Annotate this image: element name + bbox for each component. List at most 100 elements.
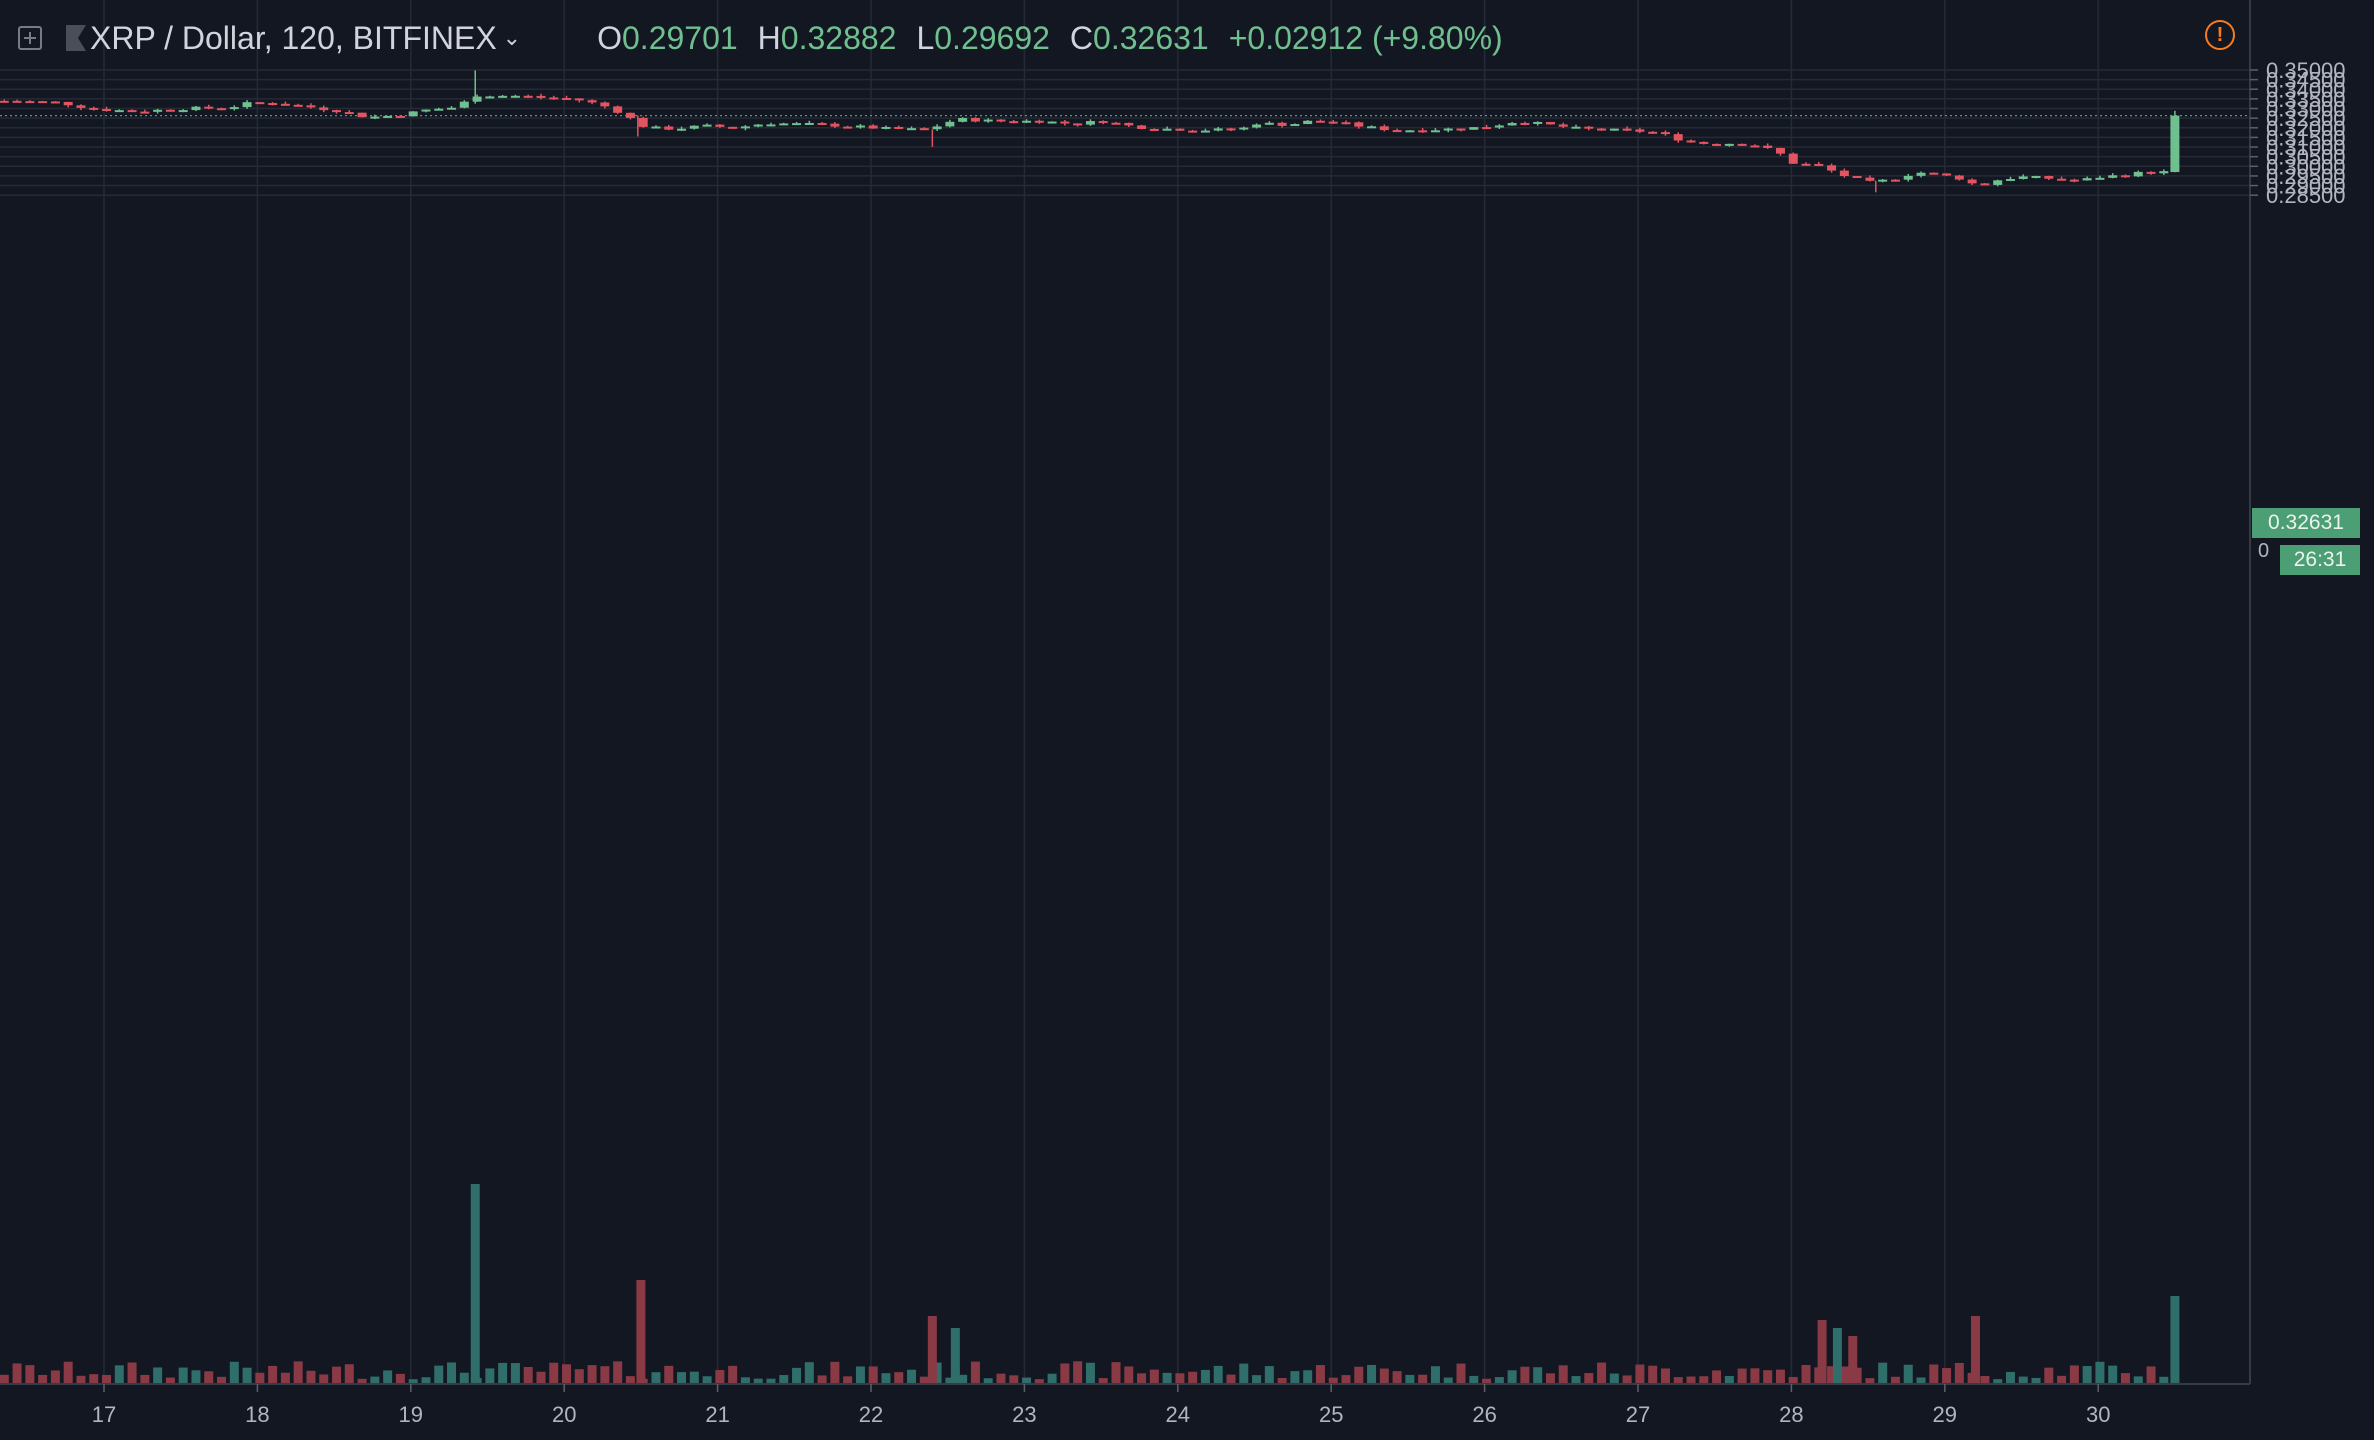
candle-body bbox=[753, 124, 763, 127]
price-tick-label: 0.34500 bbox=[2266, 68, 2346, 93]
volume-bar bbox=[1571, 1376, 1581, 1384]
volume-bar bbox=[728, 1365, 738, 1384]
volume-bar bbox=[217, 1376, 227, 1384]
volume-bar bbox=[2146, 1366, 2156, 1384]
time-tick-label: 27 bbox=[1626, 1402, 1650, 1427]
volume-bar bbox=[562, 1364, 572, 1384]
volume-bar bbox=[459, 1372, 469, 1384]
candle-body bbox=[1724, 143, 1734, 146]
candle-body bbox=[114, 110, 124, 113]
volume-bar bbox=[792, 1367, 802, 1384]
candle-body bbox=[855, 125, 865, 128]
volume-bar bbox=[395, 1373, 405, 1384]
candle-body bbox=[2095, 177, 2105, 180]
add-symbol-icon[interactable] bbox=[18, 26, 42, 50]
volume-bar bbox=[498, 1362, 508, 1384]
price-tick-label: 0.34000 bbox=[2266, 77, 2346, 102]
volume-bar bbox=[664, 1365, 674, 1384]
candle-body bbox=[1494, 125, 1504, 128]
candle-body bbox=[204, 106, 214, 109]
volume-bar bbox=[1801, 1365, 1811, 1384]
volume-bar bbox=[1622, 1375, 1632, 1384]
candle-body bbox=[1469, 127, 1479, 130]
candle-body bbox=[919, 128, 929, 131]
candle-body bbox=[1303, 120, 1313, 125]
time-axis[interactable]: 17 18 19 20 21 22 23 24 25 26 27 28 29 30 bbox=[0, 1383, 2250, 1427]
time-tick-label: 30 bbox=[2086, 1402, 2110, 1427]
volume-bar bbox=[1482, 1378, 1492, 1384]
candle-body bbox=[1737, 143, 1747, 146]
bar-countdown-timer: 26:31 bbox=[2280, 545, 2360, 575]
flag-icon[interactable] bbox=[66, 25, 86, 51]
volume-bar bbox=[1111, 1362, 1121, 1384]
volume-bar bbox=[1878, 1362, 1888, 1384]
candle-body bbox=[1456, 128, 1466, 131]
candle-body bbox=[1865, 177, 1875, 181]
volume-bar bbox=[1315, 1365, 1325, 1384]
volume-bar bbox=[1865, 1378, 1875, 1384]
time-tick-label: 20 bbox=[552, 1402, 576, 1427]
candle-body bbox=[1175, 128, 1185, 131]
candle-body bbox=[715, 124, 725, 127]
price-candles bbox=[0, 70, 2250, 193]
volume-bar bbox=[1494, 1377, 1504, 1384]
volume-bar bbox=[1597, 1362, 1607, 1384]
low-label: L bbox=[916, 19, 935, 56]
volume-bar bbox=[191, 1370, 201, 1384]
volume-bar bbox=[268, 1365, 278, 1384]
volume-bar bbox=[332, 1366, 342, 1384]
candle-body bbox=[1111, 122, 1121, 125]
time-tick-label: 28 bbox=[1779, 1402, 1803, 1427]
volume-bar bbox=[204, 1371, 214, 1384]
price-axis[interactable]: 0.350000.345000.340000.335000.330000.325… bbox=[2249, 0, 2346, 1384]
candle-body bbox=[319, 107, 329, 111]
volume-bar bbox=[970, 1361, 980, 1384]
volume-bar bbox=[945, 1377, 955, 1384]
volume-bar bbox=[242, 1367, 252, 1384]
price-tick-label: 0.28500 bbox=[2266, 183, 2346, 208]
candle-body bbox=[804, 122, 814, 125]
volume-bar bbox=[1277, 1377, 1287, 1384]
volume-bar bbox=[2159, 1376, 2169, 1384]
candle-body bbox=[1980, 183, 1990, 186]
candle-body bbox=[1993, 180, 2003, 185]
volume-bar bbox=[574, 1369, 584, 1384]
volume-bar bbox=[983, 1378, 993, 1384]
chevron-down-icon[interactable]: ⌄ bbox=[502, 25, 522, 50]
volume-bar bbox=[613, 1361, 623, 1384]
volume-bar bbox=[1686, 1376, 1696, 1384]
volume-bar bbox=[536, 1371, 546, 1384]
candle-body bbox=[1060, 121, 1070, 124]
candle-body bbox=[1673, 134, 1683, 141]
volume-bar bbox=[1239, 1363, 1249, 1384]
volume-bar bbox=[830, 1361, 840, 1384]
candle-body bbox=[1009, 121, 1019, 124]
volume-bar bbox=[2057, 1375, 2067, 1384]
candle-body bbox=[191, 106, 201, 111]
volume-bar bbox=[357, 1378, 367, 1384]
volume-bar bbox=[102, 1375, 112, 1384]
candle-body bbox=[1137, 125, 1147, 129]
volume-bars bbox=[0, 1184, 2180, 1384]
candle-body bbox=[1418, 130, 1428, 133]
volume-bar bbox=[1469, 1375, 1479, 1384]
candle-body bbox=[76, 105, 86, 108]
volume-bar bbox=[1507, 1370, 1517, 1384]
volume-bar bbox=[1073, 1361, 1083, 1384]
alert-icon[interactable]: ! bbox=[2205, 20, 2235, 50]
price-tick-label: 0.33500 bbox=[2266, 87, 2346, 112]
price-tick-label: 0.30500 bbox=[2266, 145, 2346, 170]
volume-bar bbox=[958, 1374, 968, 1384]
candle-body bbox=[2159, 171, 2169, 174]
candle-body bbox=[472, 96, 482, 102]
candle-body bbox=[677, 128, 687, 131]
volume-bar bbox=[1252, 1375, 1262, 1384]
candle-body bbox=[421, 109, 431, 112]
volume-bar bbox=[1788, 1376, 1798, 1384]
candle-body bbox=[178, 110, 188, 113]
open-label: O bbox=[597, 19, 622, 56]
candle-body bbox=[1328, 121, 1338, 124]
volume-bar-spike bbox=[1970, 1316, 1980, 1384]
symbol-title[interactable]: XRP / Dollar, 120, BITFINEX bbox=[90, 19, 497, 56]
